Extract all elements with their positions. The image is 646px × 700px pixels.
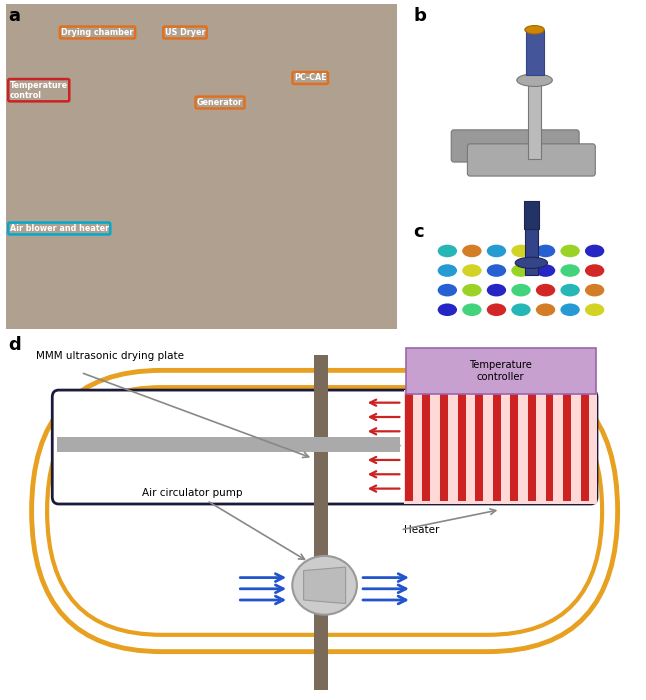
Bar <box>440 393 448 501</box>
Ellipse shape <box>525 26 545 34</box>
Text: Air circulator pump: Air circulator pump <box>142 489 243 498</box>
Ellipse shape <box>511 304 531 316</box>
Text: Heater: Heater <box>404 525 439 535</box>
Ellipse shape <box>438 245 457 258</box>
FancyBboxPatch shape <box>32 370 618 652</box>
Bar <box>57 437 401 452</box>
Ellipse shape <box>463 264 482 276</box>
Bar <box>528 76 541 160</box>
Text: Generator: Generator <box>197 98 243 107</box>
Text: PC-CAE: PC-CAE <box>294 74 327 83</box>
Ellipse shape <box>536 264 556 276</box>
FancyBboxPatch shape <box>47 387 602 635</box>
FancyBboxPatch shape <box>468 144 596 176</box>
Ellipse shape <box>561 264 580 276</box>
Ellipse shape <box>561 284 580 297</box>
Bar <box>422 393 430 501</box>
Bar <box>510 393 518 501</box>
Ellipse shape <box>487 284 506 297</box>
Bar <box>526 29 543 76</box>
Bar <box>413 214 643 329</box>
Ellipse shape <box>438 284 457 297</box>
Ellipse shape <box>487 264 506 276</box>
Bar <box>475 393 483 501</box>
Text: b: b <box>413 7 426 25</box>
Ellipse shape <box>438 264 457 276</box>
Ellipse shape <box>561 245 580 258</box>
Ellipse shape <box>585 284 605 297</box>
Bar <box>404 390 597 504</box>
Ellipse shape <box>463 245 482 258</box>
Bar <box>563 393 571 501</box>
Bar <box>405 393 413 501</box>
Text: Temperature
controller: Temperature controller <box>469 360 532 382</box>
Ellipse shape <box>463 284 482 297</box>
Ellipse shape <box>585 304 605 316</box>
Ellipse shape <box>487 245 506 258</box>
Bar <box>528 393 536 501</box>
Text: d: d <box>8 336 21 354</box>
Bar <box>457 393 466 501</box>
Ellipse shape <box>536 284 556 297</box>
Bar <box>525 229 537 274</box>
Bar <box>523 201 539 229</box>
Bar <box>493 393 501 501</box>
Bar <box>406 348 596 393</box>
Text: Temperature
control: Temperature control <box>10 80 68 100</box>
Ellipse shape <box>511 264 531 276</box>
Text: MMM ultrasonic drying plate: MMM ultrasonic drying plate <box>36 351 183 361</box>
Bar <box>314 355 328 690</box>
Ellipse shape <box>516 257 548 269</box>
Ellipse shape <box>517 74 552 86</box>
Ellipse shape <box>487 304 506 316</box>
Ellipse shape <box>438 304 457 316</box>
Ellipse shape <box>585 264 605 276</box>
Ellipse shape <box>292 556 357 615</box>
FancyBboxPatch shape <box>451 130 579 162</box>
Ellipse shape <box>561 304 580 316</box>
Ellipse shape <box>536 245 556 258</box>
Ellipse shape <box>463 304 482 316</box>
Text: c: c <box>413 223 424 241</box>
Bar <box>581 393 589 501</box>
FancyBboxPatch shape <box>52 390 597 504</box>
Ellipse shape <box>536 304 556 316</box>
Text: Drying chamber: Drying chamber <box>61 28 134 37</box>
Ellipse shape <box>511 245 531 258</box>
Ellipse shape <box>511 284 531 297</box>
Bar <box>6 4 397 329</box>
Text: US Dryer: US Dryer <box>165 28 205 37</box>
Bar <box>413 4 643 210</box>
Ellipse shape <box>585 245 605 258</box>
Bar <box>546 393 554 501</box>
Text: a: a <box>8 7 20 25</box>
Text: Air blower and heater: Air blower and heater <box>10 224 109 233</box>
Polygon shape <box>304 567 346 603</box>
